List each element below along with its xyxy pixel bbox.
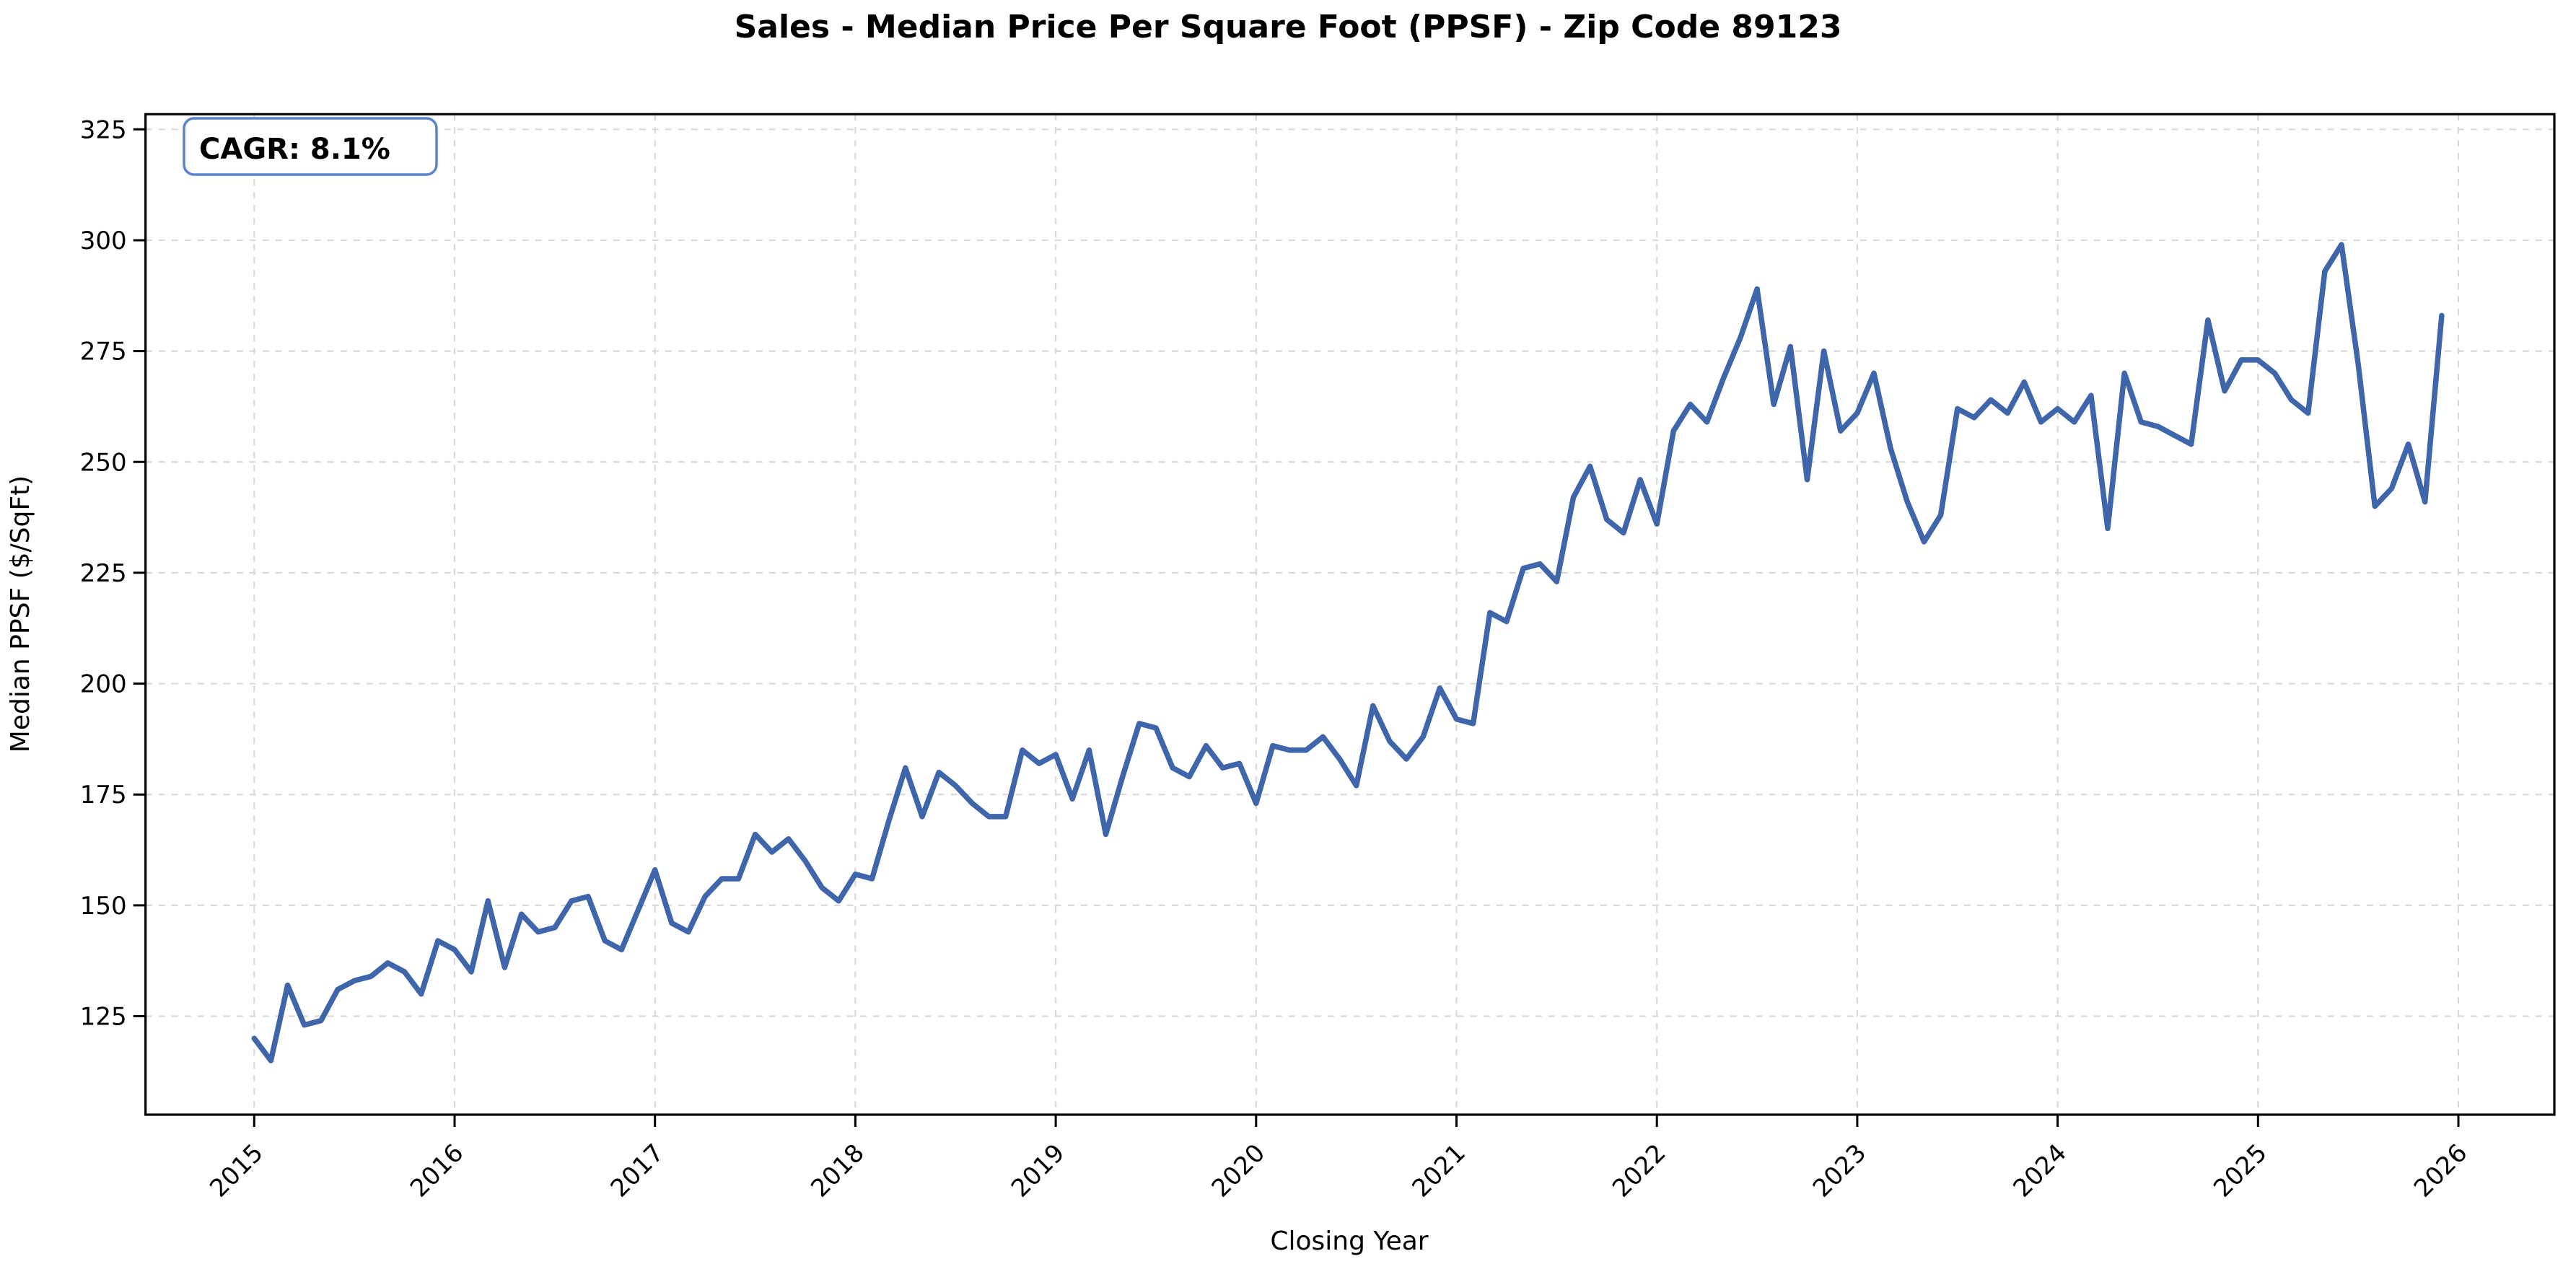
plot-frame: [144, 113, 2556, 1116]
y-tick-label: 275: [80, 338, 127, 367]
x-tick-label: 2025: [2208, 1138, 2272, 1203]
y-tick-label: 225: [80, 559, 127, 588]
y-tick-label: 300: [80, 227, 127, 255]
x-tick-label: 2026: [2409, 1138, 2473, 1203]
cagr-annotation-text: CAGR: 8.1%: [199, 133, 390, 166]
cagr-annotation: CAGR: 8.1%: [183, 117, 438, 176]
tick-layer: 125 150 175 200 225 250 275 300 325 2015 2016 2017 2…: [80, 115, 2474, 1203]
chart-title: Sales - Median Price Per Square Foot (PP…: [735, 9, 1842, 45]
y-tick-label: 150: [80, 892, 127, 921]
y-tick-label: 125: [80, 1003, 127, 1032]
x-tick-label: 2015: [204, 1138, 268, 1203]
x-tick-label: 2020: [1206, 1138, 1271, 1203]
x-tick-label: 2021: [1406, 1138, 1471, 1203]
y-tick-label: 175: [80, 781, 127, 809]
y-tick-label: 325: [80, 115, 127, 144]
x-tick-label: 2017: [605, 1138, 670, 1203]
x-tick-label: 2016: [405, 1138, 469, 1203]
x-axis-label: Closing Year: [1270, 1226, 1428, 1256]
x-tick-label: 2019: [1006, 1138, 1070, 1203]
cagr-annotation-box: [183, 117, 438, 176]
y-axis-label: Median PPSF ($/SqFt): [6, 475, 35, 752]
x-tick-label: 2022: [1607, 1138, 1671, 1203]
y-tick-label: 250: [80, 448, 127, 477]
ppsf-data-line: [251, 242, 2445, 1063]
data-layer: [251, 242, 2445, 1063]
x-tick-label: 2024: [2007, 1138, 2072, 1203]
y-tick-label: 200: [80, 670, 127, 699]
x-tick-label: 2023: [1808, 1138, 1872, 1203]
x-tick-label: 2018: [805, 1138, 869, 1203]
